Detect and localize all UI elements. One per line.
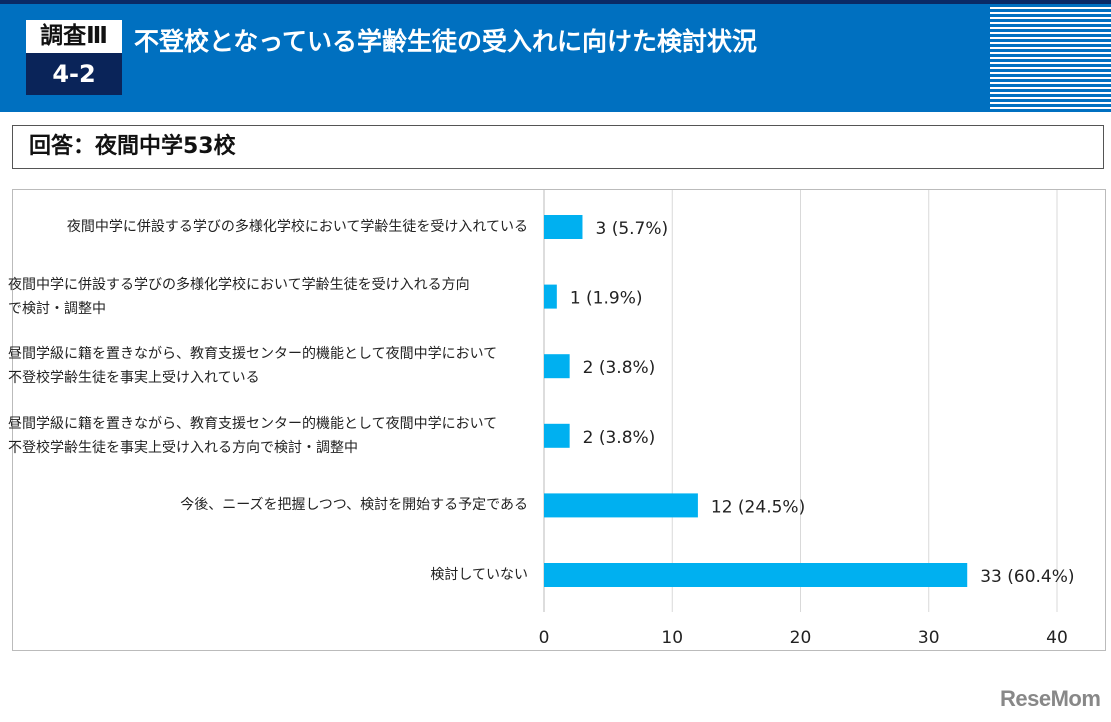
- category-label-line: 夜間中学に併設する学びの多様化学校において学齢生徒を受け入れる方向: [8, 276, 470, 293]
- category-label: 昼間学級に籍を置きながら、教育支援センター的機能として夜間中学において 不登校学齢…: [8, 412, 528, 460]
- category-label-line: 昼間学級に籍を置きながら、教育支援センター的機能として夜間中学において: [8, 415, 498, 432]
- x-tick-label: 0: [539, 628, 550, 648]
- data-label: 1 (1.9%): [570, 289, 643, 309]
- category-label-line: 不登校学齢生徒を事実上受け入れている: [8, 370, 260, 387]
- category-label-line: 今後、ニーズを把握しつつ、検討を開始する予定である: [180, 497, 528, 514]
- bar: [544, 215, 583, 239]
- x-tick-label: 40: [1046, 628, 1068, 648]
- data-label: 2 (3.8%): [583, 358, 656, 378]
- page-title: 不登校となっている学齢生徒の受入れに向けた検討状況: [134, 27, 758, 56]
- resemom-logo: ReseMom: [1000, 686, 1101, 711]
- bar: [544, 423, 570, 448]
- chart-area: [12, 189, 1106, 651]
- category-label: 夜間中学に併設する学びの多様化学校において学齢生徒を受け入れている: [8, 215, 528, 239]
- x-tick-label: 20: [790, 628, 812, 648]
- category-label: 昼間学級に籍を置きながら、教育支援センター的機能として夜間中学において 不登校学齢…: [8, 342, 528, 390]
- answer-label: 回答：夜間中学53校: [12, 125, 1104, 169]
- bar: [544, 354, 570, 379]
- section-badge: 調査Ⅲ: [26, 20, 122, 53]
- section-number: 4-2: [26, 53, 122, 95]
- x-tick-label: 30: [918, 628, 940, 648]
- top-border: [0, 0, 1111, 4]
- header-banner: 調査Ⅲ 4-2 不登校となっている学齢生徒の受入れに向けた検討状況: [0, 4, 990, 112]
- category-label-line: 夜間中学に併設する学びの多様化学校において学齢生徒を受け入れている: [66, 219, 528, 235]
- category-label-line: 不登校学齢生徒を事実上受け入れる方向で検討・調整中: [8, 439, 358, 456]
- category-label: 検討していない: [8, 563, 528, 587]
- bar: [544, 563, 968, 587]
- category-label-line: 検討していない: [430, 567, 528, 583]
- bar: [544, 493, 698, 518]
- category-label: 夜間中学に併設する学びの多様化学校において学齢生徒を受け入れる方向 で検討・調整中: [8, 273, 528, 321]
- data-label: 2 (3.8%): [583, 428, 656, 448]
- category-label: 今後、ニーズを把握しつつ、検討を開始する予定である: [8, 493, 528, 517]
- category-label-line: 昼間学級に籍を置きながら、教育支援センター的機能として夜間中学において: [8, 346, 498, 363]
- data-label: 12 (24.5%): [711, 497, 805, 517]
- stripe-decoration: [990, 4, 1111, 112]
- data-label: 3 (5.7%): [595, 219, 668, 239]
- data-label: 33 (60.4%): [980, 567, 1074, 587]
- category-label-line: で検討・調整中: [8, 300, 106, 317]
- bar: [544, 284, 557, 309]
- x-tick-label: 10: [661, 628, 683, 648]
